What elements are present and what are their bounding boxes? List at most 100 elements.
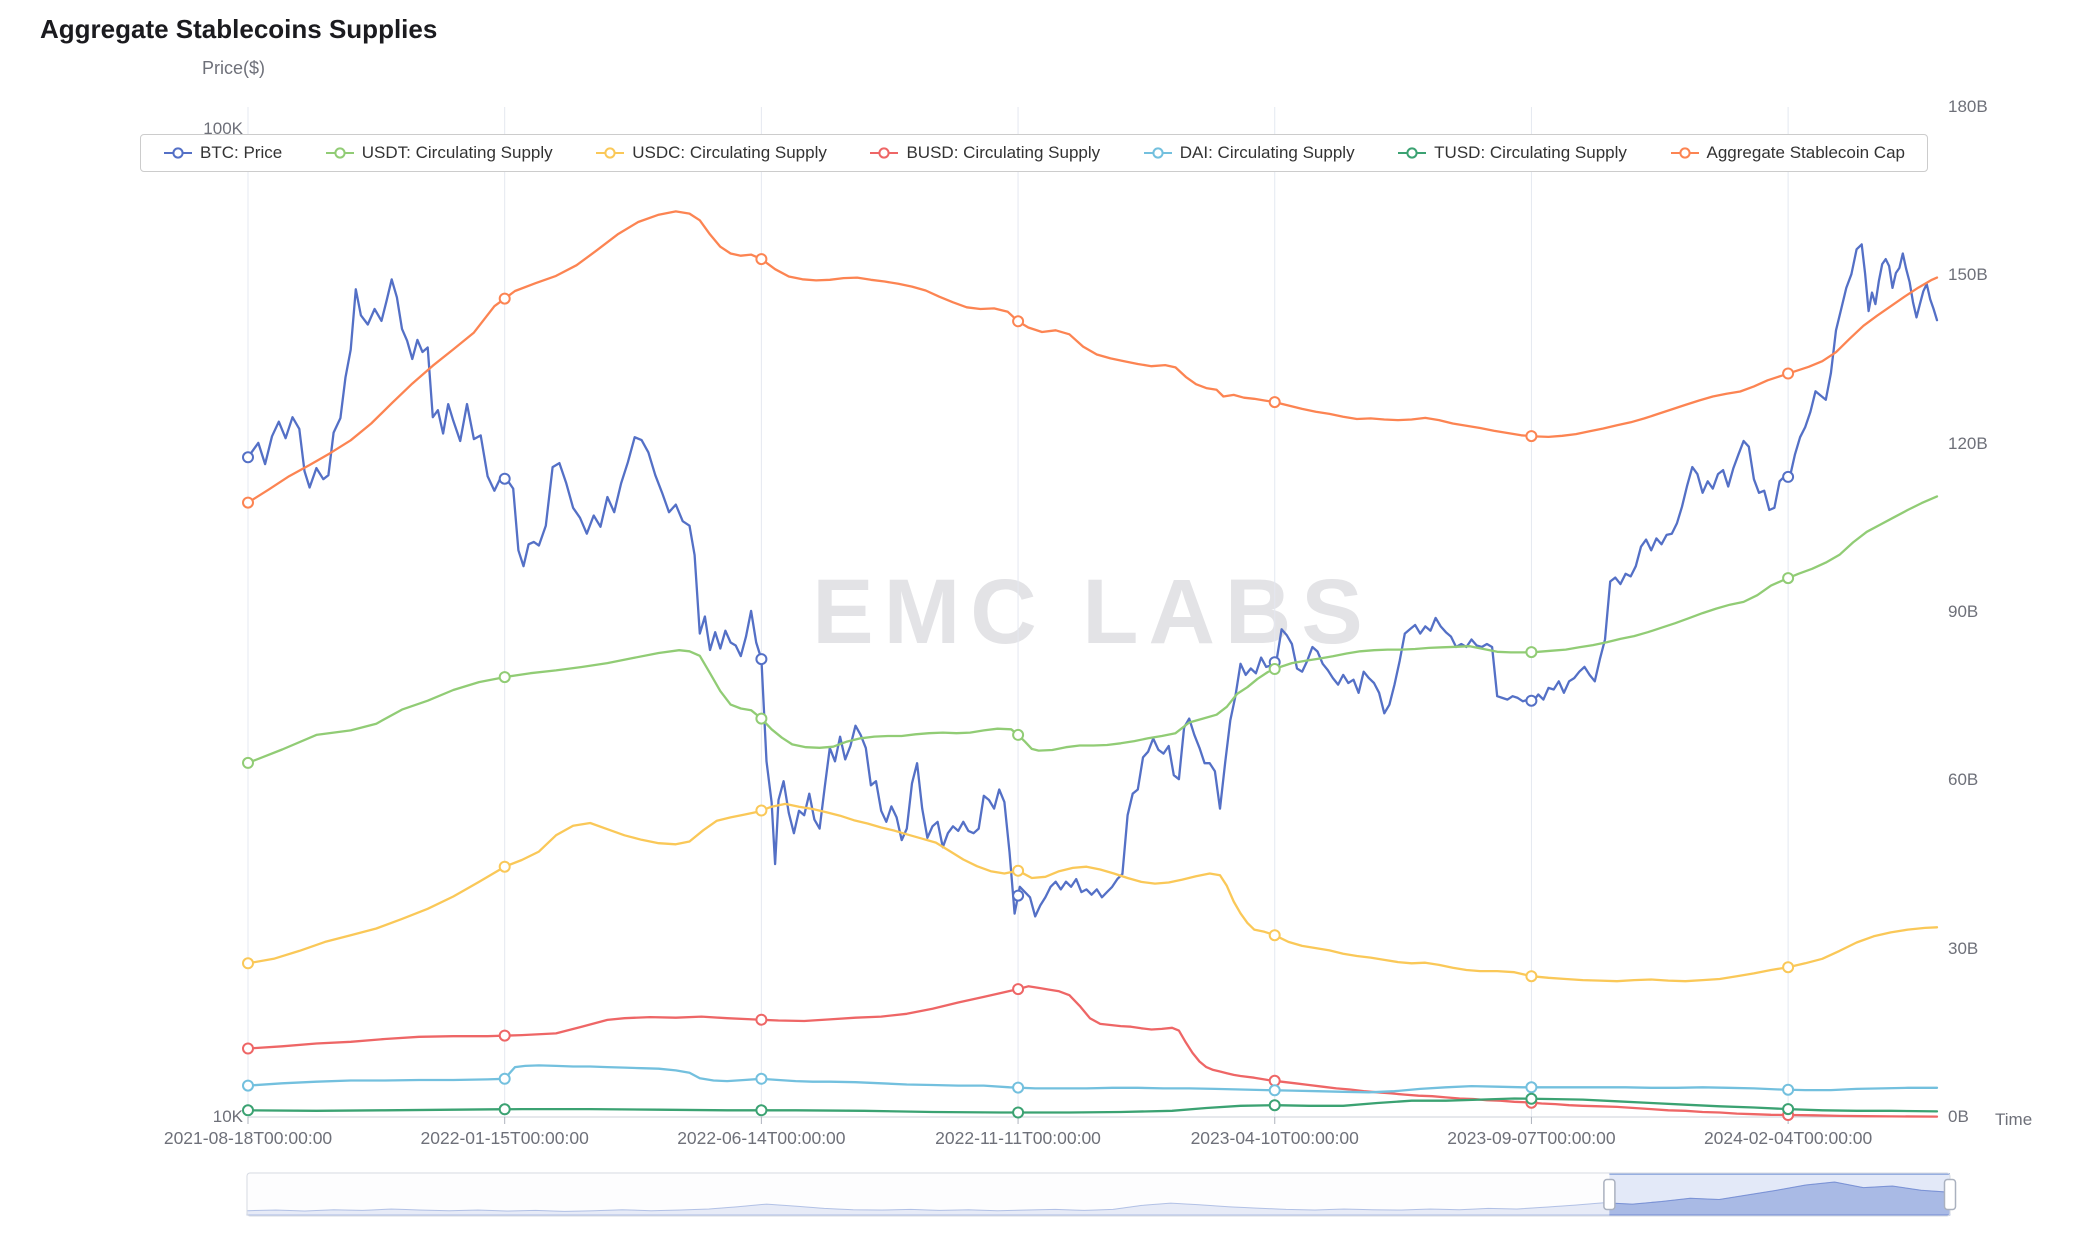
right-axis-label: 120B (1948, 433, 1988, 453)
right-axis-label: 150B (1948, 265, 1988, 285)
datazoom-background (247, 1173, 1950, 1216)
series-marker-tusd-circulating-supply (755, 1104, 768, 1117)
legend-line-icon (1143, 147, 1172, 159)
datazoom-slider[interactable] (246, 1172, 1957, 1217)
series-marker-dai-circulating-supply (1782, 1083, 1795, 1096)
legend-line-icon (1670, 147, 1699, 159)
legend-line-icon (870, 147, 899, 159)
series-marker-aggregate-stablecoin-cap (1012, 315, 1025, 328)
right-axis-label: 180B (1948, 97, 1988, 116)
series-marker-btc-price (242, 451, 254, 464)
legend-line-icon (1398, 147, 1427, 159)
series-marker-usdc-circulating-supply (498, 860, 511, 873)
legend-item-btc-price[interactable]: BTC: Price (163, 143, 282, 163)
series-marker-usdt-circulating-supply (1782, 572, 1795, 585)
series-line-tusd-circulating-supply (246, 1097, 1939, 1114)
series-marker-tusd-circulating-supply (1782, 1103, 1795, 1116)
series-marker-busd-circulating-supply (498, 1029, 511, 1042)
x-axis-title: Time (1995, 1110, 2033, 1129)
legend-item-tusd-circulating-supply[interactable]: TUSD: Circulating Supply (1397, 143, 1627, 163)
series-marker-usdt-circulating-supply (1268, 663, 1281, 675)
legend-label: BTC: Price (200, 143, 283, 162)
series-marker-usdt-circulating-supply (1525, 646, 1538, 659)
legend-label: BUSD: Circulating Supply (906, 143, 1101, 162)
series-line-usdc-circulating-supply (246, 802, 1939, 983)
series-marker-usdt-circulating-supply (498, 671, 511, 684)
series-marker-btc-price (498, 472, 511, 485)
datazoom-selection[interactable] (1609, 1173, 1950, 1216)
legend: BTC: Price USDT: Circulating Supply USDC: … (140, 134, 1928, 172)
series-marker-dai-circulating-supply (1525, 1081, 1538, 1094)
series-marker-btc-price (1012, 889, 1025, 902)
series-marker-usdt-circulating-supply (1012, 728, 1025, 741)
series-marker-busd-circulating-supply (1012, 983, 1025, 996)
series-marker-tusd-circulating-supply (498, 1103, 511, 1116)
series-marker-tusd-circulating-supply (1525, 1092, 1538, 1105)
legend-label: DAI: Circulating Supply (1179, 143, 1355, 162)
series-marker-aggregate-stablecoin-cap (498, 292, 511, 305)
legend-line-icon (596, 147, 625, 159)
series-marker-usdc-circulating-supply (1782, 961, 1795, 974)
watermark: EMC LABS (812, 561, 1373, 663)
series-marker-usdt-circulating-supply (242, 756, 254, 769)
series-marker-dai-circulating-supply (242, 1079, 254, 1092)
series-marker-busd-circulating-supply (755, 1013, 768, 1026)
x-axis-label: 2022-06-14T00:00:00 (677, 1128, 846, 1148)
series-marker-btc-price (1525, 694, 1538, 707)
legend-item-dai-circulating-supply[interactable]: DAI: Circulating Supply (1143, 143, 1355, 163)
right-axis-label: 0B (1948, 1107, 1969, 1126)
series-line-aggregate-stablecoin-cap (246, 210, 1939, 504)
legend-item-busd-circulating-supply[interactable]: BUSD: Circulating Supply (869, 143, 1100, 163)
datazoom-right-handle[interactable] (1943, 1178, 1957, 1211)
series-marker-dai-circulating-supply (1268, 1084, 1281, 1097)
x-axis-label: 2023-04-10T00:00:00 (1190, 1128, 1359, 1148)
legend-label: USDC: Circulating Supply (632, 143, 827, 162)
series-line-busd-circulating-supply (246, 985, 1939, 1118)
legend-item-aggregate-stablecoin-cap[interactable]: Aggregate Stablecoin Cap (1670, 143, 1905, 163)
legend-label: Aggregate Stablecoin Cap (1706, 143, 1905, 162)
left-axis-title: Price($) (202, 58, 266, 78)
series-line-btc-price (246, 243, 1939, 918)
x-axis-label: 2023-09-07T00:00:00 (1447, 1128, 1616, 1148)
datazoom-left-handle[interactable] (1603, 1178, 1616, 1211)
series-marker-btc-price (755, 653, 768, 666)
x-axis-label: 2024-02-04T00:00:00 (1703, 1128, 1873, 1148)
series-marker-aggregate-stablecoin-cap (755, 253, 768, 266)
series-marker-aggregate-stablecoin-cap (1525, 430, 1538, 443)
right-axis-label: 30B (1948, 938, 1979, 958)
legend-item-usdt-circulating-supply[interactable]: USDT: Circulating Supply (325, 143, 553, 163)
chart-title: Aggregate Stablecoins Supplies (40, 14, 438, 44)
x-axis-label: 2022-01-15T00:00:00 (420, 1128, 589, 1148)
series-marker-aggregate-stablecoin-cap (242, 496, 254, 509)
legend-label: TUSD: Circulating Supply (1434, 143, 1627, 162)
right-axis-label: 90B (1948, 602, 1979, 621)
series-marker-tusd-circulating-supply (1268, 1099, 1281, 1112)
series-marker-busd-circulating-supply (242, 1042, 254, 1055)
series-marker-usdc-circulating-supply (1268, 929, 1281, 942)
series-marker-btc-price (1782, 470, 1795, 483)
legend-line-icon (164, 147, 192, 159)
series-marker-dai-circulating-supply (755, 1072, 768, 1085)
legend-item-usdc-circulating-supply[interactable]: USDC: Circulating Supply (595, 143, 827, 163)
series-marker-tusd-circulating-supply (242, 1104, 254, 1117)
datazoom-selected-shadow (1609, 1181, 1951, 1216)
left-axis-max-label: 100K (203, 119, 243, 138)
x-axis-label: 2022-11-11T00:00:00 (935, 1128, 1101, 1148)
series-line-usdt-circulating-supply (246, 495, 1939, 765)
series-line-dai-circulating-supply (246, 1064, 1939, 1094)
legend-line-icon (325, 147, 354, 159)
right-axis-label: 60B (1948, 770, 1979, 790)
series-marker-usdc-circulating-supply (1525, 970, 1538, 983)
series-marker-tusd-circulating-supply (1012, 1106, 1025, 1119)
series-marker-dai-circulating-supply (1012, 1081, 1025, 1094)
series-marker-aggregate-stablecoin-cap (1268, 396, 1281, 409)
left-axis-min-label: 10K (212, 1107, 243, 1126)
series-marker-usdc-circulating-supply (242, 957, 254, 970)
series-marker-aggregate-stablecoin-cap (1782, 367, 1795, 380)
legend-label: USDT: Circulating Supply (361, 143, 553, 162)
series-marker-usdc-circulating-supply (755, 804, 768, 817)
series-marker-usdt-circulating-supply (755, 712, 768, 725)
series-marker-dai-circulating-supply (498, 1072, 511, 1085)
